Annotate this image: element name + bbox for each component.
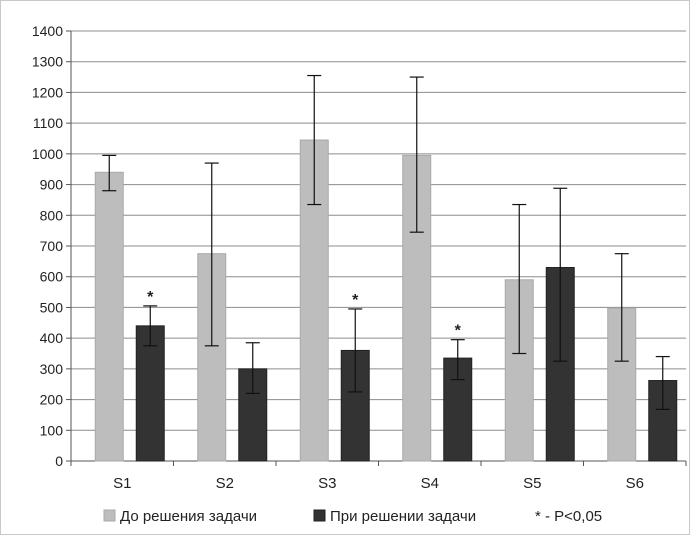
y-tick-label: 400	[40, 330, 64, 346]
y-tick-label: 1200	[32, 84, 63, 100]
y-tick-label: 200	[40, 392, 64, 408]
legend: До решения задачи При решении задачи * - P…	[103, 508, 602, 525]
x-tick-label: S4	[421, 475, 439, 492]
grid-lines	[71, 30, 686, 431]
legend-swatch	[313, 509, 326, 522]
y-tick-label: 1400	[32, 23, 63, 39]
x-tick-label: S5	[523, 475, 541, 492]
bar-during-s1	[135, 325, 165, 462]
y-tick-label: 1000	[32, 146, 63, 162]
legend-label: До решения задачи	[120, 508, 257, 525]
legend-swatch	[103, 509, 116, 522]
legend-note: * - P<0,05	[535, 508, 602, 525]
significance-star: *	[455, 323, 462, 340]
significance-marks: * * *	[147, 289, 462, 340]
bars	[94, 139, 678, 462]
axes: 0 100 200 300 400 500 600 700 800 900 1000 1100 1200…	[32, 23, 687, 492]
y-tick-label: 900	[40, 177, 64, 193]
y-tick-label: 700	[40, 238, 64, 254]
y-tick-label: 100	[40, 422, 64, 438]
bar-before-s1	[94, 171, 124, 462]
error-bars	[102, 74, 670, 410]
significance-star: *	[352, 292, 359, 309]
y-tick-label: 800	[40, 207, 64, 223]
x-tick-label: S3	[318, 475, 336, 492]
y-tick-label: 300	[40, 361, 64, 377]
x-tick-label: S6	[626, 475, 644, 492]
y-tick-label: 1100	[33, 115, 63, 131]
legend-label: При решении задачи	[330, 508, 476, 525]
y-tick-label: 600	[40, 269, 64, 285]
x-tick-label: S2	[216, 475, 234, 492]
y-tick-label: 500	[40, 299, 64, 315]
significance-star: *	[147, 289, 154, 306]
y-tick-label: 0	[55, 453, 63, 469]
x-tick-label: S1	[113, 475, 131, 492]
y-tick-label: 1300	[32, 54, 63, 70]
